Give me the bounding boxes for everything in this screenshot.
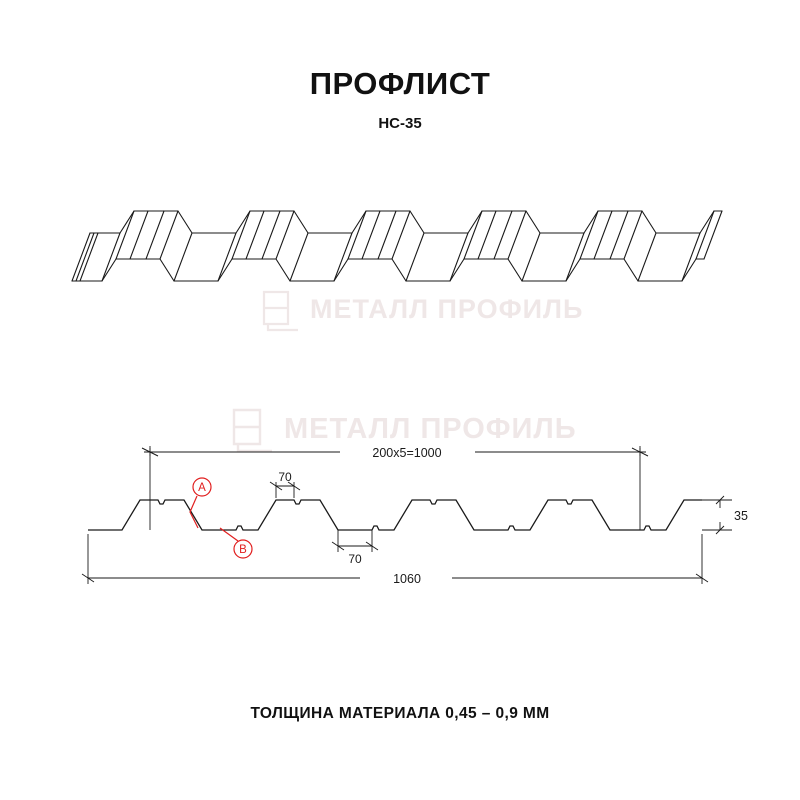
dim-height: [702, 495, 732, 535]
iso-sheet-body: [71, 210, 723, 282]
callout-a: [189, 477, 212, 529]
page-title: ПРОФЛИСТ: [309, 66, 491, 101]
dim-total-width: [81, 534, 709, 584]
profile-section-outline: [88, 499, 702, 531]
callout-b-label: B: [239, 544, 247, 556]
dim-rib-bottom-label: 70: [348, 552, 362, 566]
callout-a-label: A: [198, 482, 206, 494]
dim-top-span: [141, 446, 649, 530]
callout-b: [219, 527, 253, 559]
dim-rib-bottom: [331, 530, 379, 552]
dim-rib-top-label: 70: [278, 470, 292, 484]
model-name: НС-35: [378, 115, 422, 132]
cross-section-drawing: 200х5=1000 70 70: [80, 430, 748, 610]
dim-top-span-label: 200х5=1000: [372, 446, 441, 460]
material-thickness-note: ТОЛЩИНА МАТЕРИАЛА 0,45 – 0,9 ММ: [250, 705, 550, 722]
isometric-profile-view: [60, 195, 750, 335]
dim-height-label: 35: [734, 509, 748, 523]
dim-total-width-label: 1060: [393, 572, 421, 586]
dim-rib-top: [269, 481, 301, 498]
